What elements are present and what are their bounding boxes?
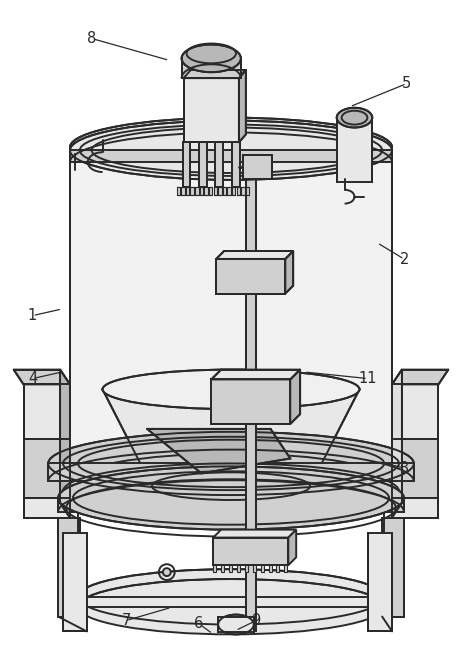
Polygon shape (186, 187, 189, 195)
Ellipse shape (58, 466, 404, 529)
Text: 9: 9 (251, 613, 261, 628)
Polygon shape (243, 155, 273, 179)
Ellipse shape (218, 615, 254, 634)
Polygon shape (232, 142, 240, 187)
Polygon shape (176, 187, 180, 195)
Ellipse shape (70, 117, 392, 177)
Text: 11: 11 (359, 371, 377, 386)
Ellipse shape (182, 44, 241, 72)
Polygon shape (213, 537, 288, 565)
Polygon shape (223, 187, 226, 195)
Polygon shape (229, 565, 232, 572)
Ellipse shape (337, 108, 372, 127)
Text: 1: 1 (28, 308, 37, 323)
Ellipse shape (103, 370, 359, 409)
Polygon shape (246, 167, 255, 631)
Ellipse shape (78, 579, 384, 634)
Polygon shape (213, 187, 217, 195)
Polygon shape (24, 384, 70, 518)
Polygon shape (239, 70, 246, 142)
Polygon shape (268, 565, 272, 572)
Polygon shape (284, 565, 287, 572)
Polygon shape (70, 148, 392, 483)
Polygon shape (227, 187, 231, 195)
Polygon shape (337, 117, 372, 182)
Text: 8: 8 (87, 31, 97, 46)
Polygon shape (216, 251, 293, 259)
Polygon shape (211, 370, 300, 380)
Polygon shape (213, 529, 296, 537)
Polygon shape (246, 187, 249, 195)
Polygon shape (213, 565, 216, 572)
Polygon shape (286, 251, 293, 293)
Polygon shape (24, 439, 70, 498)
Polygon shape (261, 565, 264, 572)
Ellipse shape (152, 472, 310, 500)
Polygon shape (204, 187, 208, 195)
Polygon shape (183, 78, 239, 142)
Polygon shape (190, 187, 194, 195)
Ellipse shape (70, 454, 392, 513)
Polygon shape (237, 565, 240, 572)
Polygon shape (48, 464, 414, 481)
Polygon shape (237, 187, 240, 195)
Ellipse shape (70, 121, 392, 180)
Text: 2: 2 (400, 252, 409, 267)
Polygon shape (103, 389, 359, 486)
Polygon shape (183, 70, 246, 78)
Polygon shape (288, 529, 296, 565)
Polygon shape (78, 597, 384, 607)
Polygon shape (392, 370, 402, 518)
Polygon shape (200, 142, 207, 187)
Polygon shape (147, 429, 290, 473)
Polygon shape (70, 150, 392, 162)
Polygon shape (241, 187, 245, 195)
Text: 3: 3 (400, 460, 409, 476)
Polygon shape (58, 518, 80, 617)
Polygon shape (209, 187, 213, 195)
Polygon shape (253, 565, 255, 572)
Polygon shape (60, 370, 70, 518)
Text: 6: 6 (195, 617, 204, 631)
Polygon shape (63, 533, 87, 631)
Text: 7: 7 (122, 613, 131, 628)
Polygon shape (211, 380, 290, 424)
Polygon shape (218, 187, 222, 195)
Polygon shape (221, 565, 224, 572)
Ellipse shape (163, 568, 171, 576)
Polygon shape (200, 187, 203, 195)
Polygon shape (290, 370, 300, 424)
Text: 4: 4 (28, 371, 37, 386)
Ellipse shape (78, 470, 384, 525)
Polygon shape (182, 58, 241, 78)
Polygon shape (181, 187, 185, 195)
Ellipse shape (48, 432, 414, 495)
Polygon shape (216, 259, 286, 293)
Polygon shape (368, 533, 392, 631)
Polygon shape (195, 187, 199, 195)
Polygon shape (276, 565, 280, 572)
Polygon shape (14, 370, 70, 384)
Ellipse shape (78, 569, 384, 625)
Polygon shape (245, 565, 248, 572)
Polygon shape (218, 617, 254, 632)
Polygon shape (182, 142, 190, 187)
Polygon shape (392, 384, 438, 518)
Polygon shape (392, 439, 438, 498)
Text: 5: 5 (402, 76, 411, 91)
Polygon shape (392, 370, 448, 384)
Polygon shape (215, 142, 223, 187)
Polygon shape (382, 518, 404, 617)
Polygon shape (232, 187, 236, 195)
Polygon shape (58, 498, 404, 512)
